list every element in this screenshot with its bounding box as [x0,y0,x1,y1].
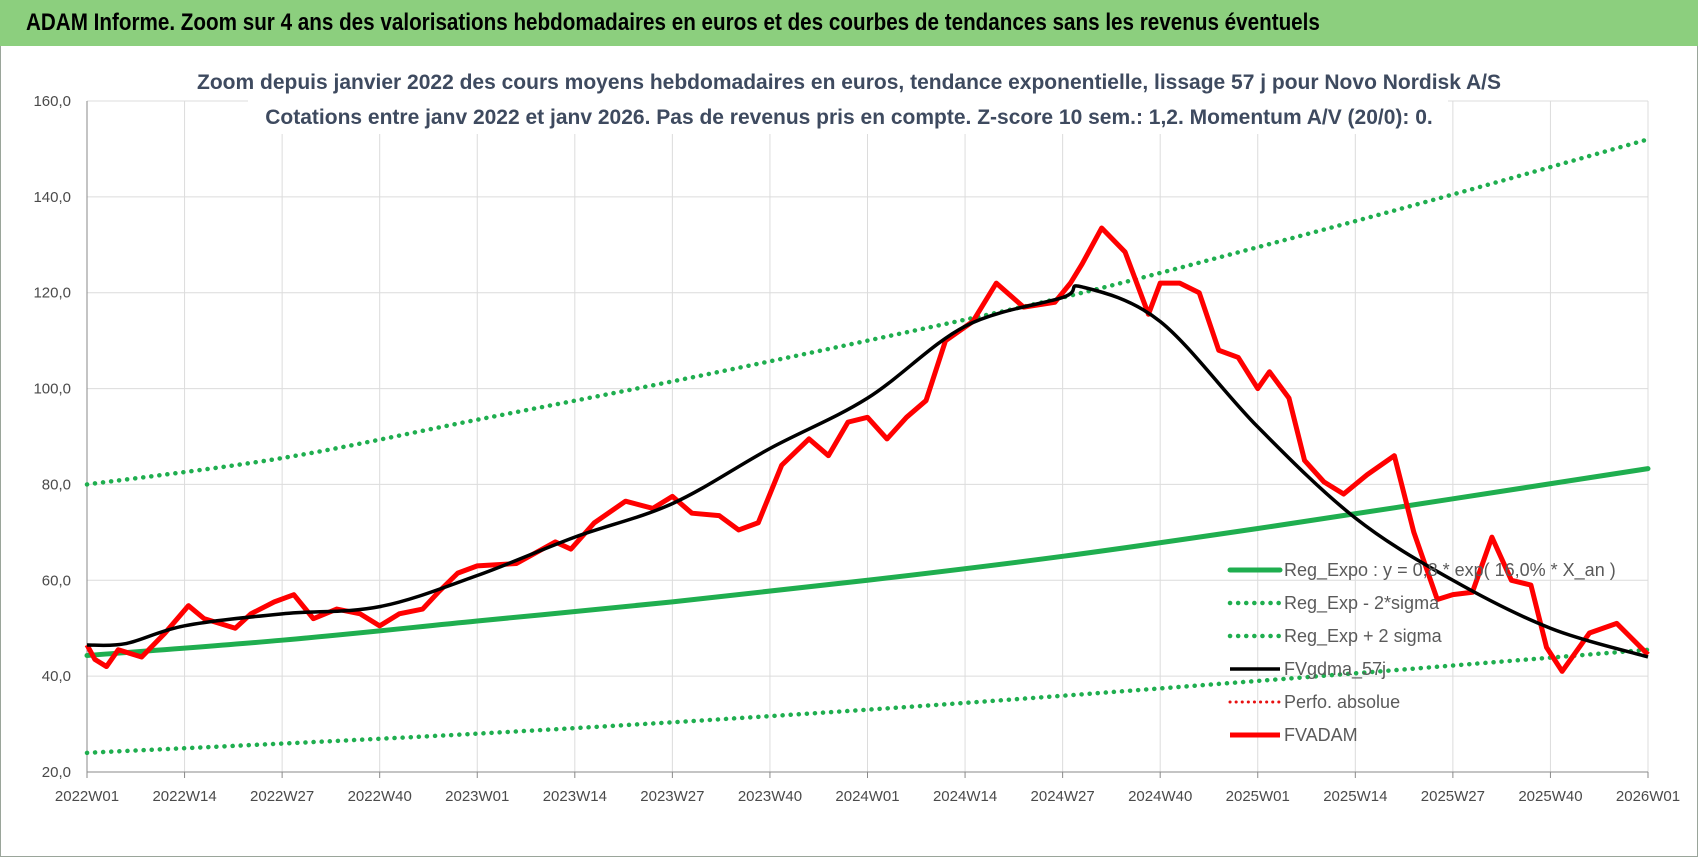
legend-entry-label: FVgdma_57j [1284,659,1386,680]
y-tick-label: 100,0 [33,381,71,398]
chart-title-line-1: Zoom depuis janvier 2022 des cours moyen… [197,71,1501,94]
y-tick-label: 20,0 [42,764,71,781]
x-tick-label: 2022W40 [348,788,412,805]
legend-entry-label: Reg_Exp - 2*sigma [1284,593,1440,614]
legend-entry-label: Reg_Exp + 2 sigma [1284,626,1443,647]
y-tick-label: 120,0 [33,285,71,302]
y-tick-label: 40,0 [42,668,71,685]
series-layer [84,137,1651,756]
legend-entry-label: Reg_Expo : y = 0,8 * exp( 16,0% * X_an ) [1284,560,1616,581]
regression-line [84,466,1651,659]
x-tick-label: 2022W14 [152,788,216,805]
smoothed-line [86,284,1649,659]
x-tick-label: 2022W01 [55,788,119,805]
grid [86,100,1649,772]
x-tick-label: 2024W01 [835,788,899,805]
legend-entry-label: FVADAM [1284,725,1358,745]
x-tick-label: 2025W14 [1323,788,1387,805]
x-tick-label: 2023W27 [640,788,704,805]
x-tick-label: 2025W01 [1226,788,1290,805]
x-tick-label: 2024W40 [1128,788,1192,805]
y-tick-label: 140,0 [33,189,71,206]
report-title: ADAM Informe. Zoom sur 4 ans des valoris… [26,9,1320,36]
chart-title: Zoom depuis janvier 2022 des cours moyen… [197,64,1501,134]
price-line [84,225,1650,674]
x-tick-label: 2022W27 [250,788,314,805]
x-tick-label: 2023W40 [738,788,802,805]
chart-title-line-2: Cotations entre janv 2022 et janv 2026. … [265,106,1433,129]
x-tick-label: 2025W27 [1421,788,1485,805]
x-tick-label: 2023W14 [543,788,607,805]
y-tick-label: 160,0 [33,93,71,110]
legend-entry-label: Perfo. absolue [1284,692,1400,712]
y-tick-label: 60,0 [42,572,71,589]
y-tick-label: 80,0 [42,476,71,493]
x-tick-label: 2025W40 [1518,788,1582,805]
lower-band-line [84,647,1651,756]
x-tick-label: 2023W01 [445,788,509,805]
upper-band-line [84,137,1651,487]
x-tick-label: 2024W14 [933,788,997,805]
report-banner: ADAM Informe. Zoom sur 4 ans des valoris… [0,0,1698,46]
x-tick-label: 2026W01 [1616,788,1680,805]
axes: 20,0 40,0 60,0 80,0 100,0 120,0 140,0 160,0 2022… [33,93,1680,805]
x-tick-label: 2024W27 [1031,788,1095,805]
legend: Reg_Expo : y = 0,8 * exp( 16,0% * X_an )… [1227,560,1616,745]
